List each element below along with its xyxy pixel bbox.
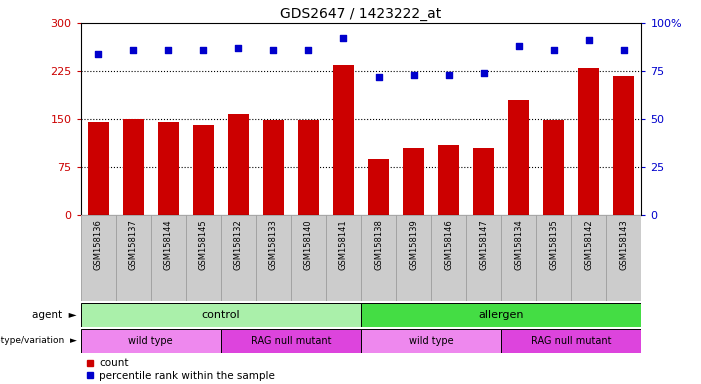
Text: GSM158146: GSM158146 <box>444 219 453 270</box>
Text: allergen: allergen <box>479 310 524 320</box>
Bar <box>466 215 501 301</box>
Bar <box>151 215 186 301</box>
Bar <box>606 215 641 301</box>
Point <box>268 47 279 53</box>
Bar <box>221 215 256 301</box>
Point <box>128 47 139 53</box>
Point <box>198 47 209 53</box>
Text: agent  ►: agent ► <box>32 310 77 320</box>
Point <box>548 47 559 53</box>
Bar <box>501 329 641 353</box>
Text: GSM158138: GSM158138 <box>374 219 383 270</box>
Bar <box>578 68 599 215</box>
Bar <box>508 100 529 215</box>
Text: GSM158140: GSM158140 <box>304 219 313 270</box>
Point <box>303 47 314 53</box>
Point <box>373 74 384 80</box>
Text: GSM158141: GSM158141 <box>339 219 348 270</box>
Point <box>163 47 174 53</box>
Bar <box>81 303 361 327</box>
Bar <box>403 148 424 215</box>
Bar <box>221 329 361 353</box>
Bar <box>571 215 606 301</box>
Text: GSM158133: GSM158133 <box>269 219 278 270</box>
Text: wild type: wild type <box>128 336 173 346</box>
Text: GSM158135: GSM158135 <box>550 219 558 270</box>
Point <box>443 72 454 78</box>
Bar <box>438 145 459 215</box>
Bar <box>88 122 109 215</box>
Bar <box>158 122 179 215</box>
Point <box>338 35 349 41</box>
Text: GSM158132: GSM158132 <box>234 219 243 270</box>
Text: GSM158147: GSM158147 <box>479 219 488 270</box>
Bar <box>361 303 641 327</box>
Text: genotype/variation  ►: genotype/variation ► <box>0 336 77 345</box>
Bar <box>298 120 319 215</box>
Point <box>618 47 629 53</box>
Bar <box>368 159 389 215</box>
Text: GSM158142: GSM158142 <box>585 219 593 270</box>
Bar <box>193 126 214 215</box>
Point <box>233 45 244 51</box>
Bar <box>256 215 291 301</box>
Legend: count, percentile rank within the sample: count, percentile rank within the sample <box>86 359 275 381</box>
Bar <box>473 148 494 215</box>
Point <box>478 70 489 76</box>
Title: GDS2647 / 1423222_at: GDS2647 / 1423222_at <box>280 7 442 21</box>
Text: RAG null mutant: RAG null mutant <box>251 336 331 346</box>
Point <box>513 43 524 49</box>
Text: GSM158143: GSM158143 <box>620 219 628 270</box>
Bar <box>361 215 396 301</box>
Bar <box>396 215 431 301</box>
Bar <box>81 329 221 353</box>
Text: GSM158136: GSM158136 <box>94 219 102 270</box>
Bar <box>116 215 151 301</box>
Point <box>583 37 594 43</box>
Point <box>408 72 419 78</box>
Bar <box>613 76 634 215</box>
Bar <box>536 215 571 301</box>
Bar <box>326 215 361 301</box>
Bar <box>501 215 536 301</box>
Text: RAG null mutant: RAG null mutant <box>531 336 611 346</box>
Bar <box>291 215 326 301</box>
Bar <box>333 65 354 215</box>
Bar <box>228 114 249 215</box>
Text: control: control <box>201 310 240 320</box>
Bar <box>81 215 116 301</box>
Bar <box>361 329 501 353</box>
Bar <box>543 120 564 215</box>
Text: GSM158144: GSM158144 <box>164 219 172 270</box>
Text: GSM158145: GSM158145 <box>199 219 207 270</box>
Bar <box>123 119 144 215</box>
Bar <box>186 215 221 301</box>
Bar <box>263 120 284 215</box>
Point <box>93 51 104 57</box>
Text: GSM158139: GSM158139 <box>409 219 418 270</box>
Bar <box>431 215 466 301</box>
Text: wild type: wild type <box>409 336 454 346</box>
Text: GSM158137: GSM158137 <box>129 219 137 270</box>
Text: GSM158134: GSM158134 <box>515 219 523 270</box>
